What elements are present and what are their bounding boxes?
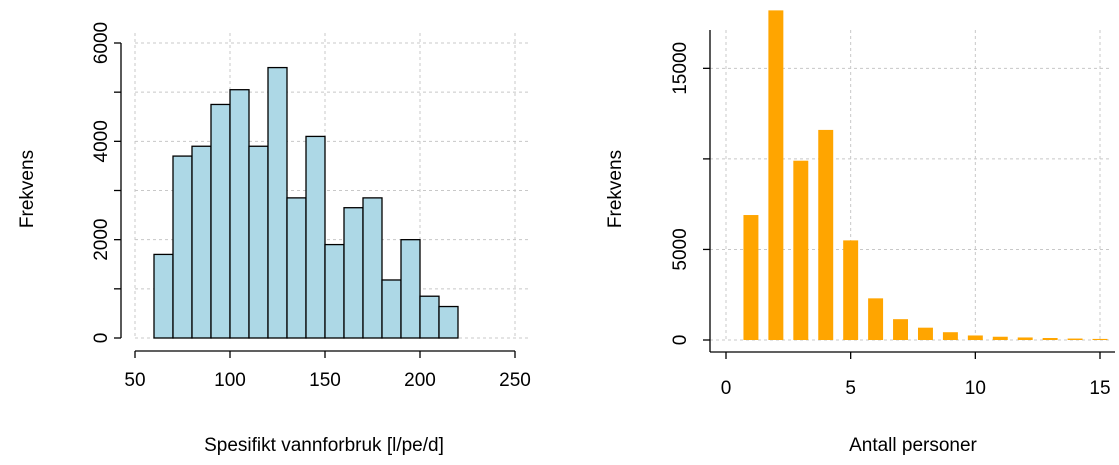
x-tick-label: 150 bbox=[309, 370, 341, 391]
x-tick-label: 5 bbox=[845, 378, 856, 399]
bar bbox=[992, 336, 1008, 340]
y-axis-label: Frekvens bbox=[17, 150, 38, 228]
bar bbox=[917, 327, 933, 340]
x-tick-label: 250 bbox=[499, 370, 531, 391]
bar bbox=[942, 332, 958, 340]
bar bbox=[793, 160, 809, 340]
histogram-bar bbox=[305, 135, 326, 339]
histogram-bar bbox=[191, 145, 212, 339]
histogram-bar bbox=[267, 66, 288, 339]
x-tick-label: 15 bbox=[1089, 378, 1110, 399]
histogram-bar bbox=[210, 103, 231, 339]
y-axis-label: Frekvens bbox=[605, 150, 626, 228]
histogram-bar bbox=[362, 197, 383, 339]
bar bbox=[1042, 338, 1058, 340]
y-tick-label: 6000 bbox=[91, 22, 112, 64]
x-axis-label: Spesifikt vannforbruk [l/pe/d] bbox=[204, 435, 444, 456]
histogram-panel: 50 100 150 200 250 0 2000 4000 6000 Spesifikt va… bbox=[17, 22, 531, 456]
axes: 0 5 10 15 0 5000 15000 bbox=[670, 30, 1115, 399]
x-axis-label: Antall personer bbox=[849, 435, 977, 456]
x-tick-label: 200 bbox=[404, 370, 436, 391]
histogram-bar bbox=[286, 197, 307, 339]
histogram-bar bbox=[248, 145, 269, 339]
x-tick-label: 50 bbox=[124, 370, 145, 391]
histogram-bars bbox=[153, 66, 459, 339]
bar bbox=[1092, 338, 1108, 340]
y-tick-label: 2000 bbox=[91, 219, 112, 261]
y-tick-label: 0 bbox=[91, 333, 112, 344]
histogram-bar bbox=[153, 253, 174, 339]
bars bbox=[743, 10, 1108, 341]
y-tick-label: 4000 bbox=[91, 120, 112, 162]
histogram-bar bbox=[400, 239, 421, 339]
histogram-bar bbox=[419, 295, 440, 339]
bar bbox=[1067, 338, 1083, 340]
histogram-bar bbox=[324, 243, 345, 339]
histogram-bar bbox=[172, 155, 193, 339]
bar bbox=[743, 215, 759, 340]
x-tick-label: 100 bbox=[214, 370, 246, 391]
axes: 50 100 150 200 250 0 2000 4000 6000 bbox=[91, 22, 531, 391]
histogram-bar bbox=[438, 305, 459, 339]
bar-panel: 0 5 10 15 0 5000 15000 Antall personer Frekven… bbox=[605, 10, 1115, 456]
bar bbox=[868, 298, 884, 340]
y-tick-label: 15000 bbox=[670, 42, 691, 95]
x-tick-label: 0 bbox=[721, 378, 732, 399]
x-tick-label: 10 bbox=[965, 378, 986, 399]
histogram-bar bbox=[229, 89, 250, 339]
bar bbox=[843, 240, 859, 340]
bar bbox=[893, 319, 909, 340]
histogram-bar bbox=[381, 279, 402, 339]
bar bbox=[818, 129, 834, 340]
histogram-bar bbox=[343, 207, 364, 339]
y-tick-label: 0 bbox=[670, 335, 691, 346]
bar bbox=[967, 335, 983, 340]
bar bbox=[768, 10, 784, 341]
y-tick-label: 5000 bbox=[670, 228, 691, 270]
bar bbox=[1017, 337, 1033, 340]
